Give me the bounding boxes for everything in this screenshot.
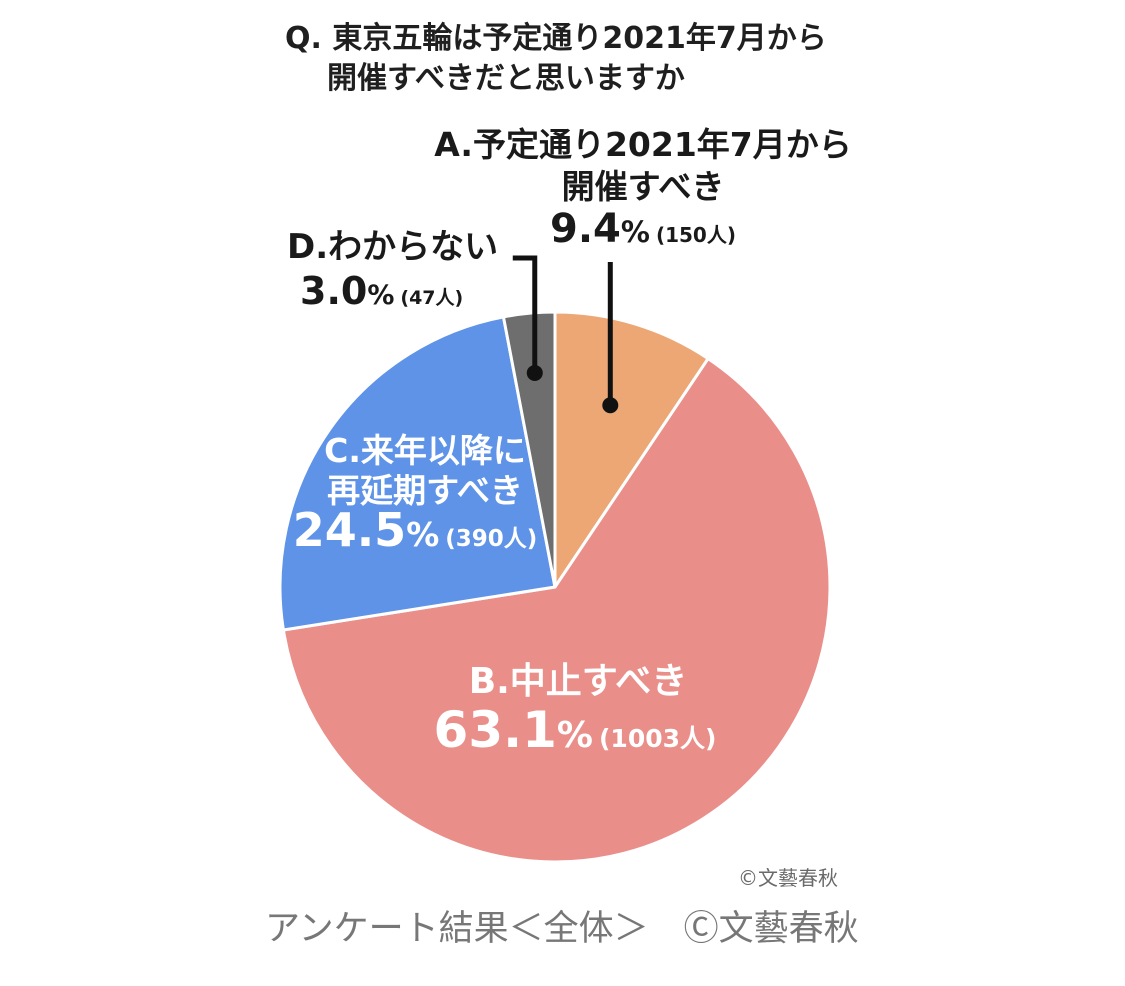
slice-label-text: B.中止すべき: [469, 661, 688, 702]
slice-label-text: 開催すべき: [562, 167, 725, 206]
pie-slice-b: [281, 357, 832, 864]
slice-label-text: A.予定通り2021年7月から: [434, 125, 852, 164]
slice-percent-a: 9.4% (150人): [550, 206, 736, 252]
slice-percent-b: 63.1% (1003人): [434, 701, 717, 759]
slice-label-text: C.来年以降に: [324, 431, 526, 470]
pie-leader-lines: [512, 255, 619, 414]
slice-percent-c: 24.5% (390人): [293, 503, 538, 557]
pie-slice-a: [553, 310, 710, 589]
pie-slice-d: [501, 310, 557, 589]
slice-label-text: D.わからない: [287, 227, 498, 267]
figure-caption: アンケート結果＜全体＞ Ⓒ文藝春秋: [265, 909, 859, 949]
leader-dot-a: [602, 397, 619, 414]
leader-line-d: [512, 255, 538, 373]
question-line-1: Q. 東京五輪は予定通り2021年7月から: [285, 21, 827, 56]
pie-chart-figure: Q. 東京五輪は予定通り2021年7月から 開催すべきだと思いますか A.予定通…: [278, 21, 852, 890]
slice-label-text: 再延期すべき: [327, 471, 523, 510]
slice-percent-d: 3.0% (47人): [300, 269, 463, 313]
question-line-2: 開催すべきだと思いますか: [327, 61, 685, 96]
leader-dot-d: [526, 364, 543, 381]
pie-slices: [278, 310, 832, 864]
chart-credit: ©文藝春秋: [738, 866, 838, 890]
pie-slice-c: [278, 315, 557, 632]
